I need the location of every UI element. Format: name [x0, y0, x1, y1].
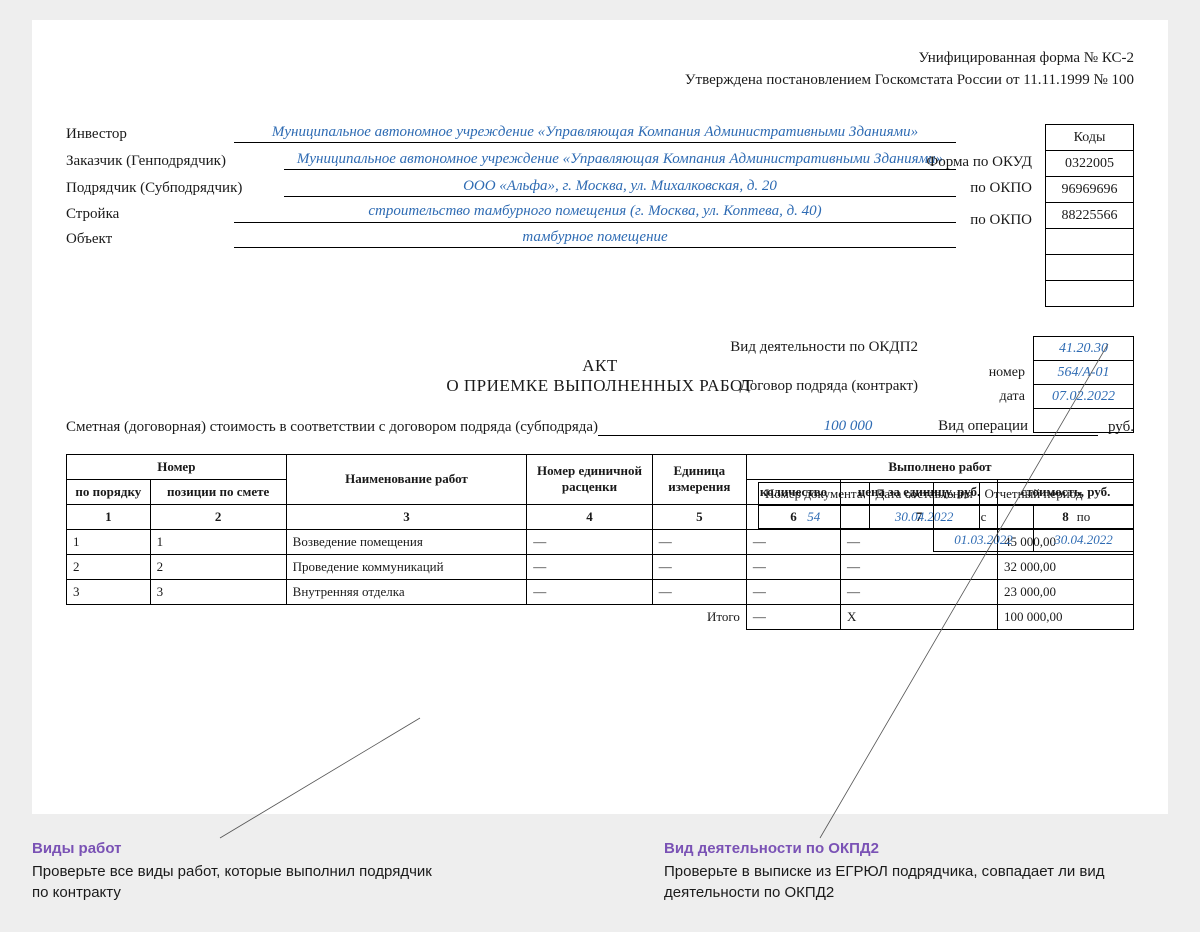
contractor-value: ООО «Альфа», г. Москва, ул. Михалковская… [284, 176, 956, 197]
cell-pos: 1 [150, 529, 286, 554]
header-line2: Утверждена постановлением Госкомстата Ро… [66, 70, 1134, 92]
investor-value: Муниципальное автономное учреждение «Упр… [234, 122, 956, 143]
okpo-cust-label: по ОКПО [970, 212, 1032, 229]
subcodes-table: 41.20.30 номер 564/А-01 дата 07.02.2022 [970, 336, 1135, 433]
code-okpo-customer: 88225566 [1046, 203, 1134, 229]
coln-5: 5 [652, 504, 746, 529]
header-line1: Унифицированная форма № КС-2 [66, 48, 1134, 70]
total-qty: — [746, 604, 840, 629]
customer-value: Муниципальное автономное учреждение «Упр… [284, 149, 956, 170]
cell-name: Внутренняя отделка [286, 579, 527, 604]
empty-lbl2 [970, 409, 1034, 433]
callout-right-text: Проверьте в выписке из ЕГРЮЛ подрядчика,… [664, 861, 1144, 903]
canvas: Унифицированная форма № КС-2 Утверждена … [0, 0, 1200, 932]
build-value: строительство тамбурного помещения (г. М… [234, 201, 956, 222]
empty-lbl [970, 337, 1034, 361]
total-cost: 100 000,00 [997, 604, 1133, 629]
document-page: Унифицированная форма № КС-2 Утверждена … [32, 20, 1168, 814]
cell-pos: 3 [150, 579, 286, 604]
period-table: Отчетный период с по 01.03.2022 30.04.20… [933, 482, 1134, 552]
object-value: тамбурное помещение [234, 227, 956, 248]
th-work-name: Наименование работ [286, 454, 527, 504]
code-okud: 0322005 [1046, 151, 1134, 177]
callout-right: Вид деятельности по ОКПД2 Проверьте в вы… [664, 838, 1144, 903]
th-unit-measure: Единица измерения [652, 454, 746, 504]
okpo-inv-label: по ОКПО [970, 180, 1032, 197]
codes-title: Коды [1046, 125, 1134, 151]
table-row: 33Внутренняя отделка————23 000,00 [67, 579, 1134, 604]
cell-name: Проведение коммуникаций [286, 554, 527, 579]
callout-right-title: Вид деятельности по ОКПД2 [664, 838, 1144, 859]
cell-n: 2 [67, 554, 151, 579]
cell-unit: — [652, 579, 746, 604]
coln-4: 4 [527, 504, 653, 529]
customer-label: Заказчик (Генподрядчик) [66, 153, 284, 170]
callout-left-title: Виды работ [32, 838, 452, 859]
coln-2: 2 [150, 504, 286, 529]
callout-left: Виды работ Проверьте все виды работ, кот… [32, 838, 452, 903]
okud-label: Форма по ОКУД [926, 154, 1032, 171]
period-header: Отчетный период [934, 483, 1134, 506]
table-row: 22Проведение коммуникаций————32 000,00 [67, 554, 1134, 579]
cell-unit: — [652, 529, 746, 554]
cell-num: — [527, 554, 653, 579]
cell-cost: 32 000,00 [997, 554, 1133, 579]
cell-price: — [841, 554, 998, 579]
okdp-value: 41.20.30 [1034, 337, 1134, 361]
th-by-smeta: позиции по смете [150, 479, 286, 504]
cell-num: — [527, 579, 653, 604]
numdoc-label: Номер документа [759, 483, 870, 506]
th-done-group: Выполнено работ [746, 454, 1133, 479]
th-number-group: Номер [67, 454, 287, 479]
contract-label: Договор подряда (контракт) [740, 378, 919, 395]
code-empty-3 [1046, 281, 1134, 307]
cell-qty: — [746, 554, 840, 579]
contract-num: 564/А-01 [1034, 361, 1134, 385]
cell-n: 3 [67, 579, 151, 604]
cell-qty: — [746, 529, 840, 554]
period-from-label: с [934, 506, 1034, 529]
investor-label: Инвестор [66, 126, 234, 143]
contract-date-label: дата [970, 385, 1034, 409]
total-label: Итого [67, 604, 747, 629]
cell-n: 1 [67, 529, 151, 554]
cell-price: — [841, 579, 998, 604]
code-empty-2 [1046, 255, 1134, 281]
object-label: Объект [66, 231, 234, 248]
contract-date: 07.02.2022 [1034, 385, 1134, 409]
cell-cost: 23 000,00 [997, 579, 1133, 604]
numdoc-value: 54 [759, 506, 870, 529]
form-header: Унифицированная форма № КС-2 Утверждена … [66, 48, 1134, 92]
th-by-order: по порядку [67, 479, 151, 504]
estimate-label: Сметная (договорная) стоимость в соответ… [66, 419, 598, 436]
period-to: 30.04.2022 [1034, 529, 1134, 552]
coln-1: 1 [67, 504, 151, 529]
cell-name: Возведение помещения [286, 529, 527, 554]
th-unit-price-num: Номер единичной расценки [527, 454, 653, 504]
cell-unit: — [652, 554, 746, 579]
total-price: X [841, 604, 998, 629]
cell-num: — [527, 529, 653, 554]
codes-table: Коды 0322005 96969696 88225566 [1045, 124, 1134, 307]
contract-num-label: номер [970, 361, 1034, 385]
period-from: 01.03.2022 [934, 529, 1034, 552]
build-label: Стройка [66, 206, 234, 223]
operation-value [1034, 409, 1134, 433]
code-okpo-investor: 96969696 [1046, 177, 1134, 203]
cell-qty: — [746, 579, 840, 604]
code-empty-1 [1046, 229, 1134, 255]
coln-3: 3 [286, 504, 527, 529]
contractor-label: Подрядчик (Субподрядчик) [66, 180, 284, 197]
cell-pos: 2 [150, 554, 286, 579]
okdp-label: Вид деятельности по ОКДП2 [730, 339, 918, 356]
period-to-label: по [1034, 506, 1134, 529]
callout-left-text: Проверьте все виды работ, которые выполн… [32, 861, 452, 903]
